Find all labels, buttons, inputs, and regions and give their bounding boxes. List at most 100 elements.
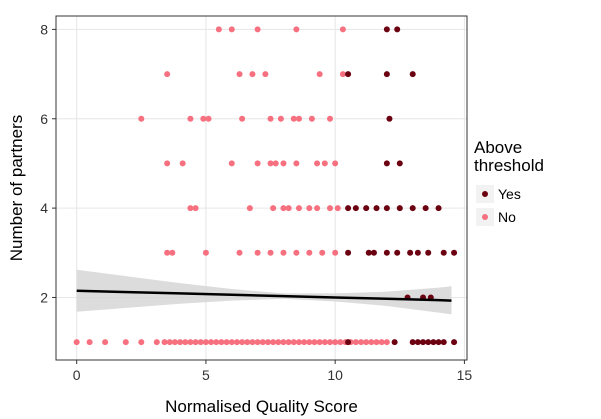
scatter-point-no (262, 71, 269, 78)
scatter-point-no (249, 339, 256, 346)
legend-key-yes (482, 191, 488, 197)
scatter-point-no (171, 339, 178, 346)
scatter-point-no (213, 339, 220, 346)
scatter-point-yes (414, 249, 421, 256)
scatter-point-no (177, 339, 184, 346)
scatter-point-yes (422, 205, 429, 212)
scatter-point-yes (430, 339, 437, 346)
scatter-point-no (352, 339, 359, 346)
scatter-point-no (254, 26, 261, 33)
scatter-point-no (138, 115, 145, 122)
scatter-point-no (314, 160, 321, 167)
scatter-point-no (363, 339, 370, 346)
scatter-point-no (321, 160, 328, 167)
scatter-point-yes (396, 160, 403, 167)
scatter-point-yes (363, 205, 370, 212)
scatter-point-no (267, 160, 274, 167)
scatter-point-no (192, 339, 199, 346)
scatter-point-no (259, 339, 266, 346)
scatter-point-no (293, 160, 300, 167)
scatter-point-no (267, 249, 274, 256)
scatter-point-no (228, 160, 235, 167)
x-tick-label: 15 (457, 367, 473, 383)
scatter-point-yes (383, 160, 390, 167)
scatter-point-yes (451, 249, 458, 256)
legend-title-line-2: threshold (474, 156, 544, 175)
y-tick-label: 6 (40, 111, 48, 127)
scatter-point-no (254, 160, 261, 167)
scatter-point-yes (440, 249, 447, 256)
x-tick-label: 0 (73, 367, 81, 383)
scatter-point-yes (345, 205, 352, 212)
scatter-point-no (378, 339, 385, 346)
scatter-point-yes (383, 249, 390, 256)
scatter-point-no (383, 339, 390, 346)
scatter-point-yes (373, 205, 380, 212)
scatter-point-no (267, 115, 274, 122)
scatter-point-yes (365, 249, 372, 256)
scatter-point-yes (386, 115, 393, 122)
scatter-point-yes (435, 205, 442, 212)
scatter-point-no (280, 249, 287, 256)
scatter-point-yes (425, 339, 432, 346)
scatter-point-no (275, 339, 282, 346)
scatter-point-no (166, 339, 173, 346)
scatter-point-yes (409, 205, 416, 212)
scatter-point-no (187, 115, 194, 122)
scatter-point-no (187, 205, 194, 212)
scatter-point-no (246, 205, 253, 212)
trend-line (76, 289, 452, 302)
scatter-point-no (233, 339, 240, 346)
scatter-point-no (187, 339, 194, 346)
scatter-point-no (244, 339, 251, 346)
scatter-point-no (202, 339, 209, 346)
x-tick-label: 5 (202, 367, 210, 383)
scatter-point-no (202, 249, 209, 256)
scatter-point-no (164, 249, 171, 256)
scatter-point-no (122, 339, 129, 346)
plot-panel-border (55, 15, 468, 361)
scatter-point-no (327, 115, 333, 122)
scatter-point-no (280, 160, 287, 167)
scatter-point-yes (391, 339, 398, 346)
scatter-point-yes (345, 71, 352, 78)
scatter-point-no (254, 339, 261, 346)
scatter-point-no (311, 339, 318, 346)
scatter-point-no (182, 339, 189, 346)
scatter-point-no (164, 71, 171, 78)
scatter-point-no (138, 339, 145, 346)
scatter-point-no (161, 339, 168, 346)
scatter-point-yes (420, 339, 427, 346)
scatter-point-yes (345, 339, 352, 346)
scatter-point-no (200, 115, 207, 122)
scatter-point-no (205, 115, 212, 122)
y-tick-label: 4 (40, 200, 48, 216)
scatter-point-yes (440, 339, 447, 346)
scatter-point-yes (451, 339, 458, 346)
scatter-point-no (285, 205, 292, 212)
scatter-point-yes (352, 205, 359, 212)
scatter-point-no (301, 339, 308, 346)
axis-ticks: 0 5 10 15 2 4 6 8 (40, 21, 472, 383)
scatter-point-no (306, 249, 313, 256)
scatter-point-no (285, 339, 292, 346)
scatter-point-no (295, 339, 302, 346)
legend-label-yes: Yes (498, 186, 521, 202)
scatter-point-no (86, 339, 93, 346)
scatter-point-yes (435, 339, 442, 346)
scatter-point-yes (394, 249, 401, 256)
scatter-point-no (197, 339, 204, 346)
scatter-point-no (321, 339, 328, 346)
scatter-point-yes (409, 339, 416, 346)
scatter-point-yes (396, 205, 403, 212)
scatter-point-no (293, 249, 300, 256)
scatter-point-no (332, 339, 339, 346)
scatter-point-no (179, 160, 186, 167)
scatter-point-no (316, 339, 323, 346)
scatter-point-no (314, 205, 321, 212)
scatter-point-no (270, 205, 277, 212)
scatter-point-no (236, 71, 243, 78)
y-axis-title: Number of partners (7, 115, 26, 261)
scatter-point-no (339, 26, 346, 33)
scatter-point-no (337, 339, 344, 346)
